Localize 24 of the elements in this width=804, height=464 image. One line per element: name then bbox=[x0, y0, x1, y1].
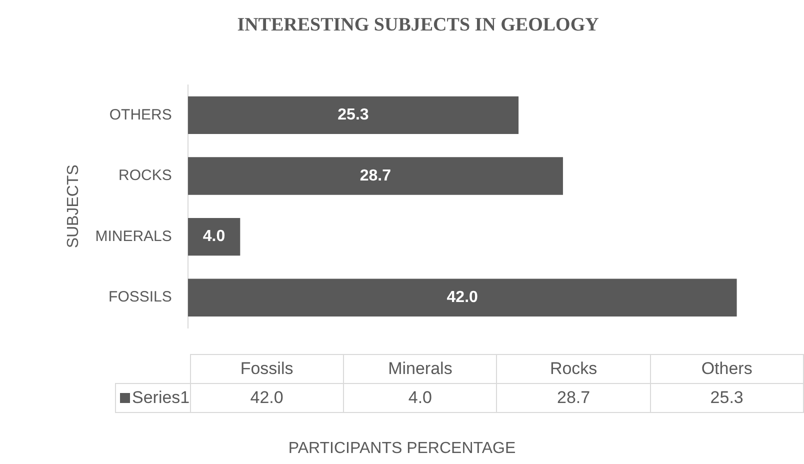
text: 28.7 bbox=[557, 388, 590, 407]
text: Others bbox=[650, 354, 804, 384]
bar bbox=[188, 218, 240, 256]
text: Minerals bbox=[343, 354, 497, 384]
text: PARTICIPANTS PERCENTAGE bbox=[287, 440, 517, 458]
data-label: 25.3 bbox=[338, 106, 369, 124]
bar bbox=[188, 278, 737, 316]
y-tick-label: OTHERS bbox=[109, 106, 172, 124]
text: 4.0 bbox=[408, 388, 432, 407]
text: Fossils bbox=[190, 354, 344, 384]
data-label: 28.7 bbox=[360, 167, 392, 184]
data-label: 42.0 bbox=[446, 289, 478, 306]
y-tick-label: MINERALS bbox=[95, 228, 172, 245]
y-tick-label: ROCKS bbox=[118, 167, 172, 184]
text: Rocks bbox=[496, 354, 650, 384]
bar bbox=[188, 96, 519, 134]
text: 25.3 bbox=[710, 388, 744, 407]
y-tick-label: FOSSILS bbox=[108, 288, 172, 306]
chart-title: INTERESTING SUBJECTS IN GEOLOGY bbox=[237, 14, 600, 36]
text: 42.0 bbox=[250, 388, 284, 407]
data-label: 4.0 bbox=[202, 228, 226, 246]
legend-label: Series1 bbox=[116, 384, 190, 412]
y-axis-title: SUBJECTS bbox=[65, 164, 82, 248]
bar bbox=[188, 157, 563, 195]
